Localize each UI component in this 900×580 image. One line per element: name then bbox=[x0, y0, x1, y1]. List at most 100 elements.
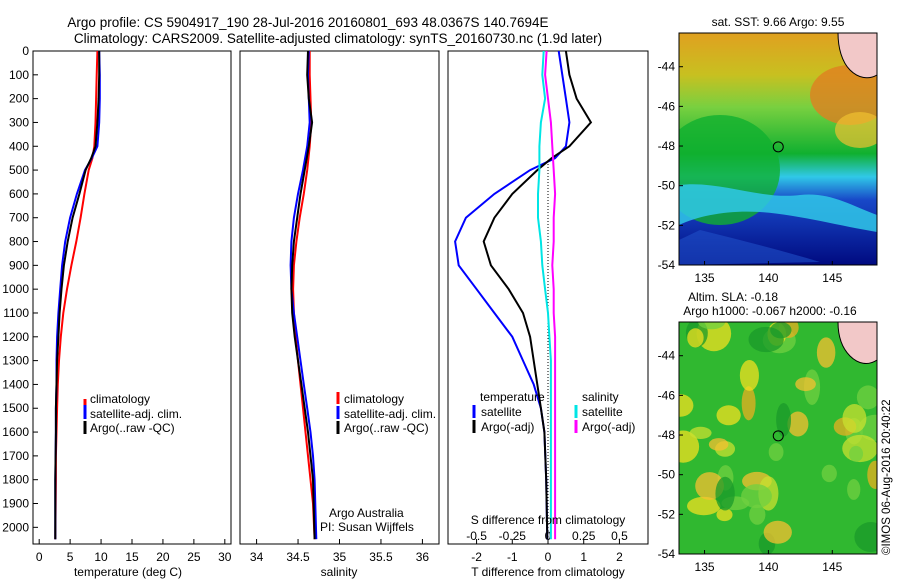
legend-label-argo: Argo(..raw -QC) bbox=[90, 421, 175, 435]
lon-tick-label: 145 bbox=[822, 271, 842, 285]
depth-axis-ticks: 0 100 200 300 400 500 600 700 800 900 1000 1100 1200… bbox=[2, 44, 38, 534]
x-tick-label: -1 bbox=[507, 550, 518, 564]
figure-title-line1: Argo profile: CS 5904917_190 28-Jul-2016… bbox=[67, 15, 548, 30]
tasmania-land bbox=[837, 33, 877, 79]
temperature-legend: climatology satellite-adj. clim. Argo(..… bbox=[83, 392, 182, 435]
y-tick-label: 1800 bbox=[2, 473, 29, 487]
y-tick-label: 700 bbox=[9, 211, 29, 225]
lat-tick-label: -48 bbox=[658, 139, 676, 153]
lat-tick-label: -54 bbox=[658, 547, 676, 561]
sla-blob bbox=[687, 328, 704, 348]
lat-tick-label: -52 bbox=[658, 218, 676, 232]
lat-tick-label: -44 bbox=[658, 349, 676, 363]
sla-blob bbox=[763, 520, 792, 544]
x-tick-label: 15 bbox=[125, 550, 139, 564]
t-difference-axis-label: T difference from climatology bbox=[471, 565, 625, 579]
x-tick-label: 0 bbox=[36, 550, 43, 564]
s-diff-tick-label: 0.5 bbox=[611, 529, 628, 543]
temperature-axis-label: temperature (deg C) bbox=[74, 565, 182, 579]
y-tick-label: 300 bbox=[9, 115, 29, 129]
timestamp: ©IMOS 06-Aug-2016 20:40:22 bbox=[881, 399, 893, 555]
argo-float-marker bbox=[772, 141, 784, 153]
legend-head-temperature: temperature bbox=[480, 390, 545, 404]
lat-tick-label: -54 bbox=[658, 258, 676, 272]
legend-head-salinity: salinity bbox=[582, 390, 619, 404]
sla-blob bbox=[854, 522, 877, 552]
sla-blob bbox=[768, 443, 784, 462]
y-tick-label: 1500 bbox=[2, 401, 29, 415]
salinity-profile-panel: 34 34.5 35 35.5 36 salinity climatology sate… bbox=[239, 50, 440, 579]
sla-blob bbox=[687, 496, 721, 516]
sla-blob bbox=[715, 476, 735, 511]
sst-yellow-patch bbox=[835, 112, 877, 148]
sla-blob bbox=[787, 411, 809, 437]
sla-blob bbox=[821, 464, 837, 483]
difference-legend: temperature satellite Argo(-adj) salinit… bbox=[472, 390, 635, 434]
sla-blob bbox=[708, 438, 729, 451]
sla-anomaly-blobs bbox=[679, 322, 877, 554]
argo-float-marker bbox=[772, 430, 784, 442]
series-line-argo-raw-qc bbox=[54, 51, 101, 540]
sla-blob bbox=[816, 337, 836, 368]
legend-label-sal-satellite: satellite bbox=[582, 405, 623, 419]
y-tick-label: 1100 bbox=[3, 306, 29, 320]
legend-label-temp-satellite: satellite bbox=[481, 405, 522, 419]
lon-tick-label: 135 bbox=[695, 560, 715, 574]
s-diff-tick-label: 0.25 bbox=[572, 529, 596, 543]
x-tick-label: 5 bbox=[67, 550, 74, 564]
lat-tick-label: -46 bbox=[658, 99, 676, 113]
salinity-axis-label: salinity bbox=[321, 565, 358, 579]
salinity-axis-ticks: 34 34.5 35 35.5 36 bbox=[250, 539, 430, 564]
lat-tick-label: -44 bbox=[658, 60, 676, 74]
lat-tick-label: -46 bbox=[658, 388, 676, 402]
sla-map-field bbox=[679, 322, 877, 554]
sst-cold-tongue bbox=[679, 230, 820, 265]
s-difference-axis-label: S difference from climatology bbox=[471, 513, 626, 527]
salinity-plot-frame bbox=[239, 50, 440, 545]
sst-front-band bbox=[679, 184, 877, 232]
sla-blob bbox=[856, 385, 877, 410]
sla-blob bbox=[749, 504, 766, 525]
credit-line2: PI: Susan Wijffels bbox=[320, 520, 414, 534]
y-tick-label: 1900 bbox=[2, 497, 29, 511]
tasmania-land bbox=[837, 322, 877, 364]
y-tick-label: 1300 bbox=[2, 354, 29, 368]
sla-blob bbox=[842, 404, 867, 433]
difference-profile-panel: -2 -1 0 1 2 -0.5 -0.25 0 0.25 0.5 T difference f… bbox=[447, 50, 649, 579]
series-line-temperature-argo-adj- bbox=[482, 50, 593, 540]
x-tick-label: 36 bbox=[416, 550, 430, 564]
x-tick-label: 35.5 bbox=[369, 550, 393, 564]
sla-blob bbox=[679, 394, 694, 417]
x-tick-label: 20 bbox=[156, 550, 170, 564]
x-tick-label: 34 bbox=[250, 550, 264, 564]
sla-blob bbox=[847, 479, 861, 500]
y-tick-label: 900 bbox=[9, 258, 29, 272]
y-tick-label: 200 bbox=[9, 92, 29, 106]
difference-series bbox=[454, 50, 593, 540]
y-tick-label: 1600 bbox=[2, 425, 29, 439]
temperature-series bbox=[54, 50, 101, 540]
sla-map-frame bbox=[678, 321, 878, 555]
sla-blob bbox=[741, 386, 756, 421]
sst-map-panel: sat. SST: 9.66 Argo: 9.55 135 140 145 -44 -4… bbox=[658, 15, 878, 285]
sla-blob bbox=[770, 322, 792, 339]
sla-map-title-line2: Argo h1000: -0.067 h2000: -0.16 bbox=[683, 304, 857, 318]
sla-blob bbox=[689, 426, 712, 440]
legend-label-sal-argo: Argo(-adj) bbox=[582, 420, 635, 434]
credit-line1: Argo Australia bbox=[329, 506, 404, 520]
x-tick-label: 2 bbox=[616, 550, 623, 564]
x-tick-label: -2 bbox=[471, 550, 482, 564]
x-tick-label: 35 bbox=[333, 550, 347, 564]
y-tick-label: 1000 bbox=[2, 282, 29, 296]
y-tick-label: 0 bbox=[22, 44, 29, 58]
y-tick-label: 600 bbox=[9, 187, 29, 201]
series-line-argo-raw-qc bbox=[290, 50, 316, 540]
sla-background bbox=[679, 322, 877, 554]
sla-blob bbox=[716, 405, 741, 426]
sst-map-title: sat. SST: 9.66 Argo: 9.55 bbox=[712, 15, 845, 29]
y-tick-label: 1700 bbox=[2, 449, 29, 463]
x-tick-label: 34.5 bbox=[286, 550, 310, 564]
s-diff-tick-label: -0.5 bbox=[466, 529, 487, 543]
temperature-axis-ticks: 0 5 10 15 20 25 30 bbox=[36, 539, 232, 564]
